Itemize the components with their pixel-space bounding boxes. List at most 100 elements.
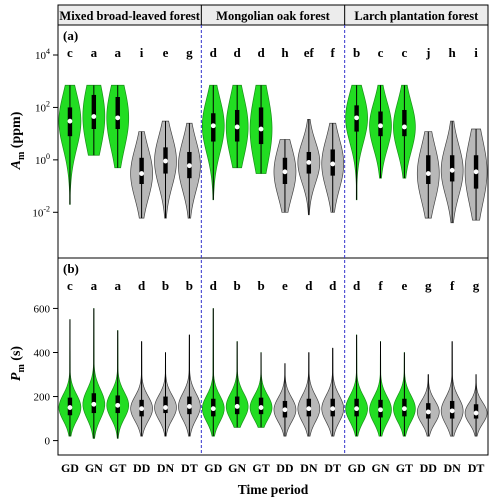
violin-median <box>473 169 479 175</box>
violin-median <box>473 410 479 416</box>
significance-letter: i <box>474 45 478 60</box>
violin-median <box>139 171 145 176</box>
y-tick-label: 104 <box>35 47 50 62</box>
y-tick-label: 200 <box>34 392 51 404</box>
violin-median <box>378 407 383 413</box>
significance-letter: d <box>210 45 218 60</box>
x-tick-label: DD <box>276 461 294 475</box>
significance-letter: c <box>401 45 407 60</box>
y-tick-label: 10-2 <box>32 204 50 219</box>
violins-layer <box>58 84 488 439</box>
violin-median <box>186 404 192 409</box>
significance-letter: f <box>378 278 383 293</box>
significance-letter: d <box>305 278 313 293</box>
forest-label: Mongolian oak forest <box>216 9 330 23</box>
violin-median <box>258 126 264 132</box>
violin-median <box>378 123 383 129</box>
significance-letter: a <box>114 278 121 293</box>
violin-box <box>258 107 264 145</box>
x-tick-label: GN <box>372 461 390 475</box>
significance-letter: c <box>67 278 73 293</box>
violin-median <box>115 115 121 121</box>
violin-median <box>306 406 312 412</box>
significance-letter: c <box>67 45 73 60</box>
x-tick-label: GN <box>228 461 246 475</box>
significance-letter: d <box>210 278 218 293</box>
y-tick-label: 100 <box>35 152 50 167</box>
violin-median <box>234 124 240 130</box>
violin-median <box>91 114 97 119</box>
violin-median <box>401 406 407 412</box>
frame-layer <box>53 4 489 456</box>
significance-letter: ef <box>304 45 315 60</box>
x-tick-label: DT <box>181 461 198 475</box>
violin-box <box>163 396 168 414</box>
significance-letter: f <box>331 45 336 60</box>
violin-median <box>210 123 216 129</box>
x-tick-label: DN <box>443 461 461 475</box>
x-tick-label: DN <box>300 461 318 475</box>
significance-letter: a <box>114 45 121 60</box>
violin-box <box>402 109 407 137</box>
x-tick-label: DD <box>420 461 438 475</box>
significance-letter: g <box>186 45 193 60</box>
violin-median <box>282 407 288 413</box>
violin-median <box>163 158 168 164</box>
significance-letter: d <box>234 45 242 60</box>
violin-median <box>306 160 312 165</box>
significance-letter: b <box>186 278 193 293</box>
x-tick-label: GD <box>348 461 366 475</box>
significance-letter: f <box>450 278 455 293</box>
violin-median <box>449 167 455 173</box>
violin-box <box>139 157 144 185</box>
violin-median <box>67 405 73 410</box>
significance-letter: b <box>257 278 264 293</box>
panel-frame <box>57 257 489 456</box>
significance-letter: e <box>282 278 288 293</box>
violin-median <box>234 404 240 409</box>
significance-letter: d <box>257 45 265 60</box>
x-tick-label: DN <box>157 461 175 475</box>
violin-median <box>330 406 336 412</box>
x-tick-label: GN <box>85 461 103 475</box>
significance-letter: a <box>91 278 98 293</box>
significance-letter: b <box>234 278 241 293</box>
violin-median <box>330 161 336 167</box>
significance-letter: c <box>378 45 384 60</box>
violin-median <box>210 406 216 412</box>
significance-letter: a <box>91 45 98 60</box>
violin-median <box>67 118 73 124</box>
violin-median <box>401 124 407 130</box>
violin-median <box>354 115 360 121</box>
forest-label: Larch plantation forest <box>354 9 479 23</box>
violin-median <box>163 405 168 410</box>
panel-label: (a) <box>63 28 78 43</box>
significance-letter: i <box>140 45 144 60</box>
significance-letter: h <box>281 45 289 60</box>
y-tick-label: 600 <box>34 303 51 315</box>
violin-median <box>258 405 264 410</box>
x-tick-label: GT <box>396 461 413 475</box>
violin-median <box>186 163 192 169</box>
x-tick-label: GD <box>204 461 222 475</box>
y-tick-label: 400 <box>34 347 51 359</box>
y-tick-label: 102 <box>35 99 50 114</box>
forest-label: Mixed broad-leaved forest <box>59 9 200 23</box>
violin-median <box>115 402 121 408</box>
violin-median <box>425 409 431 415</box>
y-tick-label: 0 <box>45 436 51 448</box>
significance-letter: h <box>449 45 457 60</box>
violin-median <box>425 171 431 176</box>
text-layer: Mixed broad-leaved forest Mongolian oak f… <box>9 9 484 497</box>
violin-median <box>449 408 455 414</box>
y-axis-title: Am (ppm) <box>9 111 27 170</box>
violin-median <box>91 401 97 407</box>
x-tick-label: GT <box>109 461 126 475</box>
violin-box <box>426 155 431 185</box>
violin-median <box>354 406 360 412</box>
significance-letter: b <box>162 278 169 293</box>
x-tick-label: GT <box>252 461 269 475</box>
violin-box <box>91 94 97 130</box>
